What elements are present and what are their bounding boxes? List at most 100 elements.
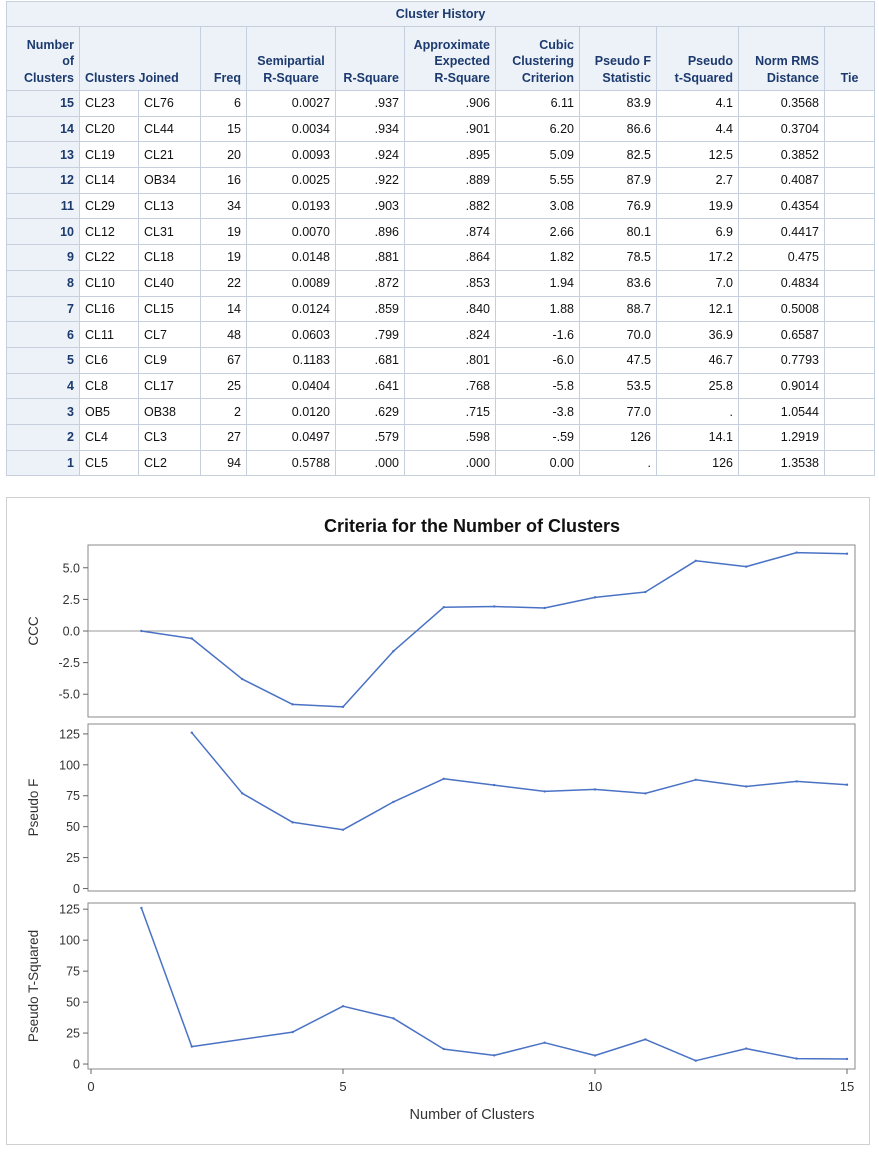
y-tick-label: 2.5: [63, 593, 80, 607]
cell-freq: 48: [200, 321, 247, 348]
data-point: [341, 1004, 345, 1008]
cell-cluster-joined-b: CL3: [138, 423, 201, 451]
table-row: 2 CL4 CL3 27 0.0497.579.598 -.59 126 14.1 1.2919: [6, 423, 876, 451]
cell-number-of-clusters: 1: [6, 449, 80, 477]
cell-pseudo-f: 87.9: [579, 167, 657, 194]
cell-ccc: -5.8: [495, 372, 580, 400]
data-point: [845, 552, 849, 555]
cell-cluster-joined-b: CL76: [138, 90, 201, 117]
cell-r-square: .859: [335, 295, 405, 323]
cell-cluster-joined-a: CL19: [79, 141, 139, 169]
header-line: t-Squared: [674, 70, 733, 85]
cell-pseudo-f: 88.7: [579, 295, 657, 323]
cell-semipartial-r-square: 0.0120: [246, 398, 336, 425]
cell-cluster-joined-a: CL6: [79, 346, 139, 374]
cell-freq: 15: [200, 115, 247, 143]
cell-r-square: .922: [335, 167, 405, 194]
cell-pseudo-f: 78.5: [579, 244, 657, 271]
header-line: R-Square: [434, 70, 490, 85]
data-point: [241, 792, 244, 795]
y-tick-label: 50: [66, 820, 80, 834]
cell-pseudo-f: 82.5: [579, 141, 657, 169]
cell-semipartial-r-square: 0.0193: [246, 192, 336, 220]
cell-semipartial-r-square: 0.1183: [246, 346, 336, 374]
cluster-history-table: Cluster History Number of Clusters Cluster…: [5, 1, 876, 477]
cell-number-of-clusters: 2: [6, 423, 80, 451]
cell-ccc: 5.55: [495, 167, 580, 194]
cell-freq: 25: [200, 372, 247, 400]
y-tick-label: 125: [59, 727, 80, 741]
series-line-3: [140, 907, 848, 1062]
cell-pseudo-f: .: [579, 449, 657, 477]
column-header-row: Number of Clusters Clusters Joined Freq Se…: [6, 26, 876, 91]
y-tick-label: 125: [59, 903, 80, 917]
cell-tie: [823, 167, 876, 194]
data-point: [291, 821, 294, 824]
table-row: 1 CL5 CL2 94 0.5788.000.000 0.00. 126 1.3538: [6, 449, 876, 477]
cell-freq: 27: [200, 423, 247, 451]
data-point: [190, 637, 193, 640]
panel-frame: [87, 902, 856, 1070]
cell-cluster-joined-b: CL13: [138, 192, 201, 220]
cell-approx-expected-r-square: .882: [404, 192, 496, 220]
cell-pseudo-t-squared: 12.5: [656, 141, 739, 169]
y-tick-label: 100: [59, 934, 80, 948]
cell-r-square: .937: [335, 90, 405, 117]
y-tick-label: -2.5: [58, 656, 80, 670]
cell-approx-expected-r-square: .598: [404, 423, 496, 451]
cell-approx-expected-r-square: .889: [404, 167, 496, 194]
cell-tie: [823, 90, 876, 117]
cell-number-of-clusters: 3: [6, 398, 80, 425]
y-axis-label: Pseudo T-Squared: [26, 930, 41, 1042]
cell-cluster-joined-b: CL17: [138, 372, 201, 400]
data-point: [593, 1054, 597, 1057]
cell-r-square: .872: [335, 269, 405, 297]
cell-number-of-clusters: 13: [6, 141, 80, 169]
cell-semipartial-r-square: 0.0404: [246, 372, 336, 400]
cell-semipartial-r-square: 0.0089: [246, 269, 336, 297]
cell-ccc: 6.11: [495, 90, 580, 117]
cell-r-square: .641: [335, 372, 405, 400]
cell-cluster-joined-a: CL29: [79, 192, 139, 220]
table-row: 13 CL19 CL21 20 0.0093.924.895 5.09 82.5 12.5 0.…: [6, 141, 876, 169]
chart-title: Criteria for the Number of Clusters: [324, 516, 620, 536]
cell-freq: 34: [200, 192, 247, 220]
cell-pseudo-t-squared: 4.1: [656, 90, 739, 117]
cell-semipartial-r-square: 0.0027: [246, 90, 336, 117]
cell-approx-expected-r-square: .874: [404, 218, 496, 246]
cell-norm-rms-distance: 0.4354: [738, 192, 825, 220]
data-point: [392, 650, 395, 653]
header-line: Clusters: [23, 70, 74, 85]
cell-freq: 19: [200, 244, 247, 271]
cell-approx-expected-r-square: .853: [404, 269, 496, 297]
cell-semipartial-r-square: 0.0148: [246, 244, 336, 271]
data-point: [493, 1054, 496, 1057]
cell-cluster-joined-b: CL18: [138, 244, 201, 271]
cell-number-of-clusters: 12: [6, 167, 80, 194]
header-line: Semipartial: [257, 54, 325, 68]
cell-approx-expected-r-square: .715: [404, 398, 496, 425]
table-row: 7 CL16 CL15 14 0.0124.859.840 1.88 88.7 12.1 0.5…: [6, 295, 876, 323]
cell-pseudo-f: 53.5: [579, 372, 657, 400]
header-number-of-clusters: Number of Clusters: [6, 26, 80, 91]
cell-semipartial-r-square: 0.0070: [246, 218, 336, 246]
cell-semipartial-r-square: 0.0034: [246, 115, 336, 143]
x-tick-label: 15: [840, 1079, 854, 1094]
cell-freq: 6: [200, 90, 247, 117]
data-point: [543, 1041, 546, 1044]
cell-cluster-joined-b: CL21: [138, 141, 201, 169]
table-row: 9 CL22 CL18 19 0.0148.881.864 1.82 78.5 17.2 0.4…: [6, 244, 876, 271]
cell-pseudo-f: 83.6: [579, 269, 657, 297]
header-semipartial-r-square: Semipartial R-Square: [246, 26, 336, 91]
header-cubic-clustering-criterion: Cubic Clustering Criterion: [495, 26, 580, 91]
cell-cluster-joined-b: CL15: [138, 295, 201, 323]
cell-cluster-joined-b: OB38: [138, 398, 201, 425]
y-tick-label: 50: [66, 996, 80, 1010]
cell-number-of-clusters: 11: [6, 192, 80, 220]
cell-semipartial-r-square: 0.0603: [246, 321, 336, 348]
cell-norm-rms-distance: 0.3704: [738, 115, 825, 143]
cell-freq: 2: [200, 398, 247, 425]
cell-norm-rms-distance: 0.4087: [738, 167, 825, 194]
table-row: 14 CL20 CL44 15 0.0034.934.901 6.20 86.6 4.4 0.3…: [6, 115, 876, 143]
cell-semipartial-r-square: 0.0497: [246, 423, 336, 451]
